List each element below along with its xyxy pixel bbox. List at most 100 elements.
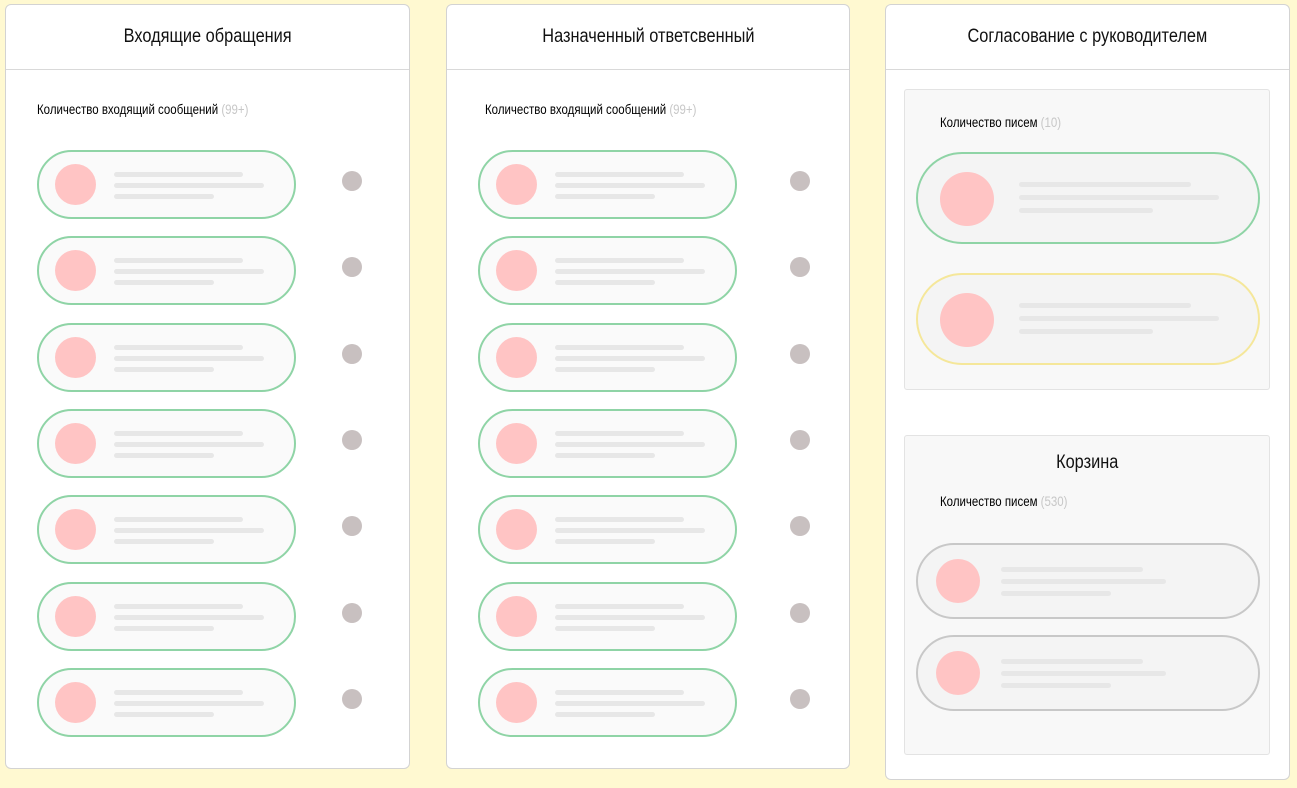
message-card[interactable] xyxy=(37,150,296,219)
column-incoming: Входящие обращения Количество входящий с… xyxy=(5,4,410,769)
message-card[interactable] xyxy=(37,409,296,478)
text-placeholder-line xyxy=(114,701,264,706)
letter-count-value: (10) xyxy=(1040,114,1062,130)
text-placeholder-line xyxy=(555,517,684,522)
column-header: Согласование с руководителем xyxy=(886,5,1289,70)
avatar xyxy=(55,250,96,291)
column-title: Назначенный ответсвенный xyxy=(541,26,755,47)
text-placeholder-line xyxy=(114,183,264,188)
column-header: Назначенный ответсвенный xyxy=(447,5,849,70)
message-card[interactable] xyxy=(478,495,737,564)
status-dot[interactable] xyxy=(790,344,810,364)
text-placeholder-line xyxy=(114,442,264,447)
text-placeholder-line xyxy=(555,431,684,436)
avatar xyxy=(55,682,96,723)
approval-section: Количество писем (10) xyxy=(904,89,1270,390)
trash-card[interactable] xyxy=(916,635,1260,711)
message-card[interactable] xyxy=(478,150,737,219)
text-placeholder-line xyxy=(555,528,705,533)
text-placeholder-line xyxy=(555,690,684,695)
text-placeholder-line xyxy=(114,345,243,350)
avatar xyxy=(940,172,994,226)
avatar xyxy=(496,337,537,378)
text-placeholder-line xyxy=(114,258,243,263)
status-dot[interactable] xyxy=(342,689,362,709)
text-placeholder-line xyxy=(114,280,214,285)
status-dot[interactable] xyxy=(790,689,810,709)
text-placeholder-line xyxy=(114,431,243,436)
text-placeholder-line xyxy=(555,615,705,620)
text-placeholder-line xyxy=(114,528,264,533)
text-placeholder-line xyxy=(555,183,705,188)
avatar xyxy=(496,682,537,723)
avatar xyxy=(936,559,980,603)
status-dot[interactable] xyxy=(790,430,810,450)
message-card[interactable] xyxy=(478,668,737,737)
text-placeholder-line xyxy=(114,367,214,372)
text-placeholder-line xyxy=(555,280,655,285)
text-placeholder-line xyxy=(555,604,684,609)
approval-card[interactable] xyxy=(916,273,1260,365)
text-placeholder-line xyxy=(114,604,243,609)
avatar xyxy=(940,293,994,347)
avatar xyxy=(55,423,96,464)
status-dot[interactable] xyxy=(790,603,810,623)
text-placeholder-line xyxy=(555,172,684,177)
text-placeholder-line xyxy=(555,356,705,361)
trash-card[interactable] xyxy=(916,543,1260,619)
message-count: Количество входящий сообщений (99+) xyxy=(37,101,248,117)
message-count: Количество входящий сообщений (99+) xyxy=(485,101,696,117)
message-count-label: Количество входящий сообщений xyxy=(37,101,219,117)
message-count-value: (99+) xyxy=(221,101,249,117)
status-dot[interactable] xyxy=(342,171,362,191)
avatar xyxy=(496,250,537,291)
text-placeholder-line xyxy=(555,345,684,350)
message-card[interactable] xyxy=(478,236,737,305)
text-placeholder-line xyxy=(114,356,264,361)
letter-count: Количество писем (10) xyxy=(940,114,1061,130)
letter-count: Количество писем (530) xyxy=(940,493,1067,509)
text-placeholder-line xyxy=(555,367,655,372)
avatar xyxy=(496,164,537,205)
status-dot[interactable] xyxy=(790,257,810,277)
text-placeholder-line xyxy=(555,194,655,199)
message-card[interactable] xyxy=(37,236,296,305)
text-placeholder-line xyxy=(114,712,214,717)
message-card[interactable] xyxy=(37,323,296,392)
column-header: Входящие обращения xyxy=(6,5,409,70)
message-card[interactable] xyxy=(37,668,296,737)
status-dot[interactable] xyxy=(342,516,362,536)
trash-section: Корзина Количество писем (530) xyxy=(904,435,1270,755)
column-assigned: Назначенный ответсвенный Количество вход… xyxy=(446,4,850,769)
text-placeholder-line xyxy=(555,701,705,706)
message-card[interactable] xyxy=(478,409,737,478)
text-placeholder-line xyxy=(555,712,655,717)
text-placeholder-line xyxy=(555,442,705,447)
status-dot[interactable] xyxy=(790,171,810,191)
message-card[interactable] xyxy=(478,323,737,392)
letter-count-value: (530) xyxy=(1040,493,1068,509)
status-dot[interactable] xyxy=(342,344,362,364)
text-placeholder-line xyxy=(114,517,243,522)
message-count-label: Количество входящий сообщений xyxy=(485,101,667,117)
text-placeholder-line xyxy=(114,172,243,177)
status-dot[interactable] xyxy=(790,516,810,536)
message-card[interactable] xyxy=(478,582,737,651)
text-placeholder-line xyxy=(555,269,705,274)
letter-count-label: Количество писем xyxy=(940,493,1038,509)
avatar xyxy=(55,596,96,637)
avatar xyxy=(55,337,96,378)
message-card[interactable] xyxy=(37,582,296,651)
status-dot[interactable] xyxy=(342,430,362,450)
status-dot[interactable] xyxy=(342,603,362,623)
text-placeholder-line xyxy=(114,453,214,458)
text-placeholder-line xyxy=(114,539,214,544)
text-placeholder-line xyxy=(114,194,214,199)
avatar xyxy=(496,423,537,464)
message-card[interactable] xyxy=(37,495,296,564)
text-placeholder-line xyxy=(555,539,655,544)
approval-card[interactable] xyxy=(916,152,1260,244)
status-dot[interactable] xyxy=(342,257,362,277)
text-placeholder-line xyxy=(114,615,264,620)
message-count-value: (99+) xyxy=(669,101,697,117)
